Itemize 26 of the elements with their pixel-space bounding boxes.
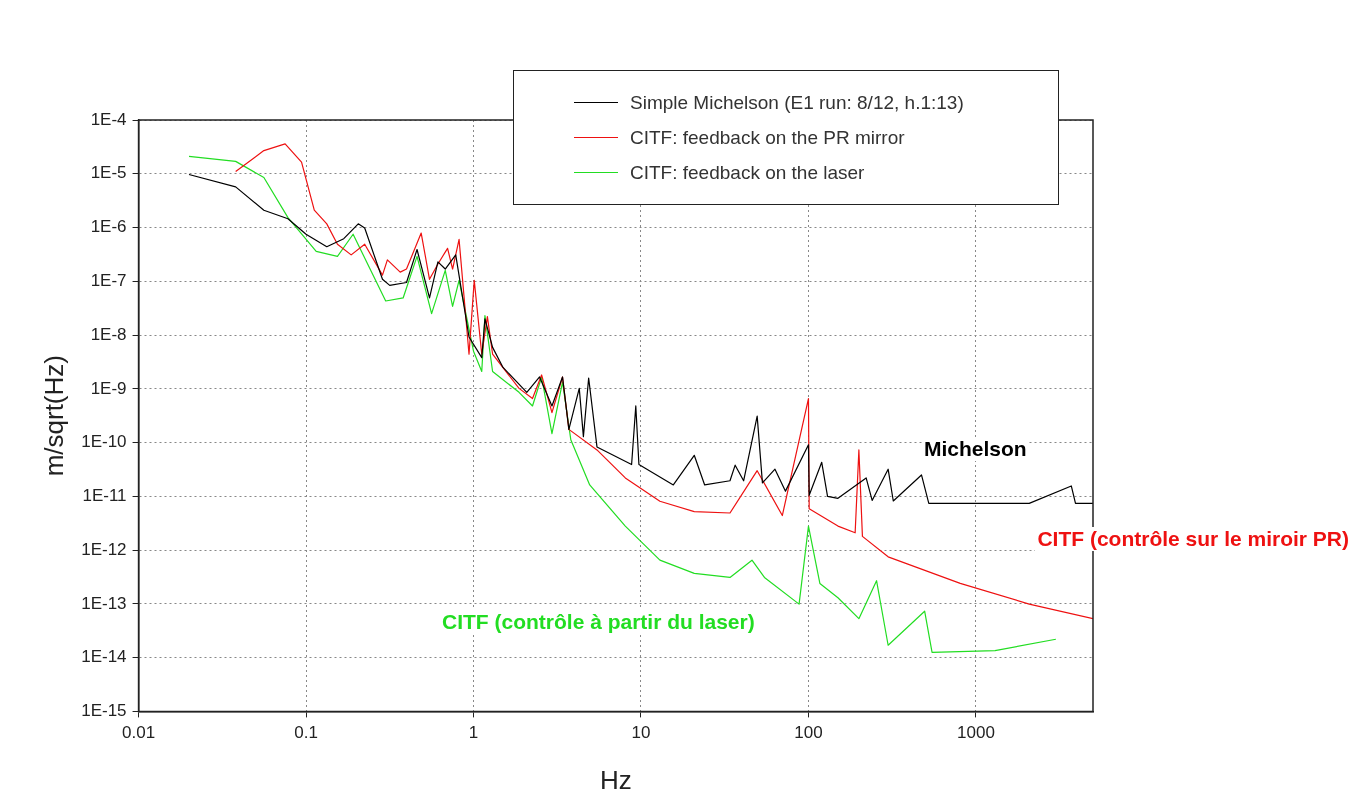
- x-tick-label: 0.1: [294, 723, 318, 743]
- y-tick-label: 1E-4: [90, 109, 127, 129]
- y-tick-label: 1E-15: [81, 701, 127, 721]
- y-tick-label: 1E-14: [81, 647, 127, 667]
- annotation: Michelson: [922, 437, 1029, 461]
- y-tick-label: 1E-6: [90, 217, 127, 237]
- y-tick-label: 1E-5: [90, 163, 127, 183]
- x-tick-label: 1000: [957, 723, 995, 743]
- y-tick-label: 1E-8: [90, 324, 127, 344]
- x-tick-label: 100: [794, 723, 823, 743]
- annotation: CITF (contrôle à partir du laser): [440, 610, 757, 634]
- x-axis-title: Hz: [599, 764, 632, 795]
- x-tick-label: 10: [631, 723, 651, 743]
- y-tick-label: 1E-13: [81, 593, 127, 613]
- y-tick-label: 1E-9: [90, 378, 127, 398]
- legend-label: CITF: feedback on the laser: [630, 161, 865, 184]
- y-tick-label: 1E-10: [81, 432, 127, 452]
- y-axis-title: m/sqrt(Hz): [38, 355, 69, 477]
- legend-label: CITF: feedback on the PR mirror: [630, 126, 905, 149]
- y-tick-label: 1E-7: [90, 270, 127, 290]
- annotation: CITF (contrôle sur le miroir PR): [1035, 527, 1351, 551]
- x-tick-label: 0.01: [122, 723, 156, 743]
- y-tick-label: 1E-12: [81, 539, 127, 559]
- x-tick-label: 1: [468, 723, 479, 743]
- y-tick-label: 1E-11: [82, 486, 127, 506]
- legend-label: Simple Michelson (E1 run: 8/12, h.1:13): [630, 91, 964, 114]
